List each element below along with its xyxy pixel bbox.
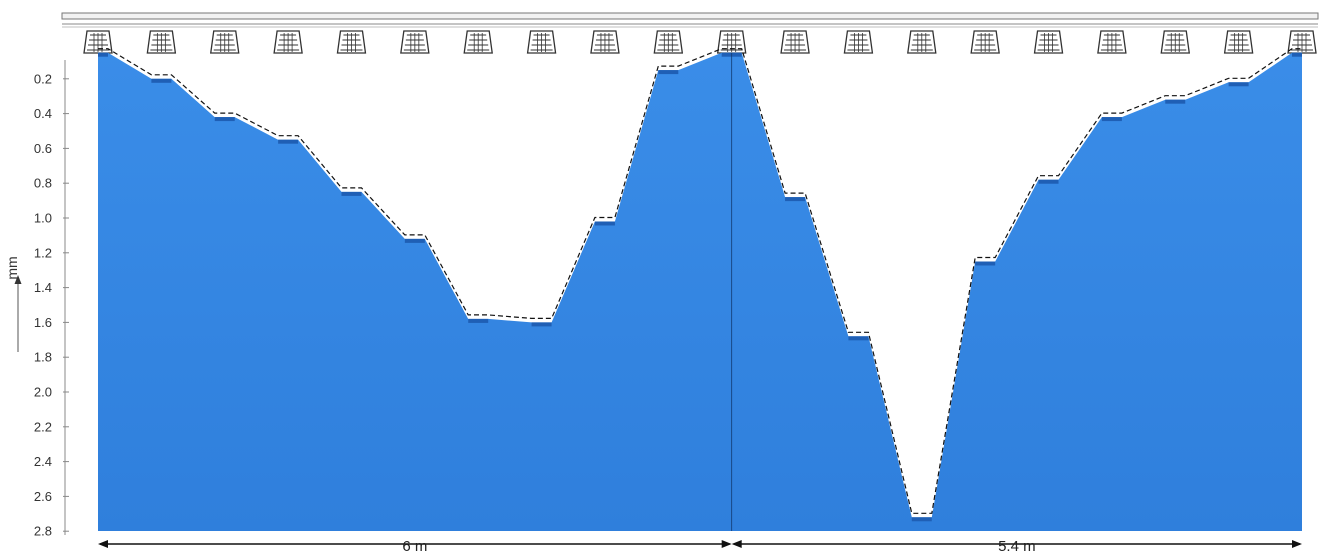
profile-point-8 [594,221,615,226]
dimension-arrow-start-1 [731,540,742,548]
dimension-arrow-start-0 [98,540,108,548]
y-axis: 0.2 0.4 0.6 0.8 1.0 1.2 1.4 1.6 1.8 2.0 2.2 2.4 2.6 2… [34,60,69,539]
profile-point-12 [848,336,869,341]
y-tick-label-6: 1.4 [34,280,52,295]
dimension-label-0: 6 m [402,538,427,552]
support-icon-6 [463,30,493,54]
support-icon-17 [1160,30,1190,54]
profile-point-16 [1101,117,1122,122]
y-tick-label-5: 1.2 [34,245,52,260]
profile-point-5 [404,238,425,243]
top-rail [61,12,1319,28]
support-icon-14 [970,30,1000,54]
support-icon-13 [907,30,937,54]
support-icon-16 [1097,30,1127,54]
profile-point-6 [468,318,489,323]
y-tick-label-2: 0.6 [34,141,52,156]
profile-point-15 [1038,179,1059,184]
profile-point-1 [151,78,172,83]
y-tick-label-0: 0.2 [34,71,52,86]
y-tick-label-13: 2.8 [34,524,52,539]
support-icon-5 [400,30,430,54]
support-icon-9 [653,30,683,54]
y-tick-label-11: 2.4 [34,454,52,469]
support-icon-12 [843,30,874,54]
profile-point-17 [1165,99,1186,104]
profile-point-0 [98,52,108,57]
y-tick-label-7: 1.6 [34,315,52,330]
dimension-lines: 6 m 5.4 m [98,538,1302,552]
support-icon-15 [1033,30,1064,54]
y-axis-arrow [14,275,22,352]
y-tick-label-3: 0.8 [34,176,52,191]
profile-point-9 [658,70,679,75]
y-axis-label: mm [4,256,20,279]
support-row [83,30,1317,54]
y-tick-label-9: 2.0 [34,385,52,400]
support-icon-19 [1287,30,1317,54]
profile-area [98,48,1302,531]
y-tick-label-1: 0.4 [34,106,52,121]
profile-point-19 [1292,52,1302,57]
dimension-arrow-end-1 [1292,540,1302,548]
support-icon-0 [83,30,113,54]
profile-fill [98,52,1302,531]
support-icon-11 [780,30,810,54]
y-tick-label-4: 1.0 [34,211,52,226]
support-icon-2 [210,30,240,54]
profile-point-4 [341,191,362,196]
y-tick-label-12: 2.6 [34,489,52,504]
profile-point-14 [975,261,996,266]
support-icon-7 [526,30,557,54]
dimension-arrow-end-0 [721,540,732,548]
profile-point-11 [785,197,806,202]
support-icon-8 [590,30,620,54]
y-tick-label-10: 2.2 [34,419,52,434]
support-icon-3 [273,30,303,54]
profile-outline [98,48,1302,514]
profile-point-13 [911,517,932,522]
profile-point-7 [531,322,552,327]
y-tick-label-8: 1.8 [34,350,52,365]
support-icon-4 [336,30,367,54]
support-icon-18 [1223,30,1254,54]
profile-point-3 [278,139,299,144]
profile-point-18 [1228,82,1249,87]
support-icon-1 [146,30,177,54]
dimension-label-1: 5.4 m [998,538,1036,552]
profile-point-2 [214,117,235,122]
